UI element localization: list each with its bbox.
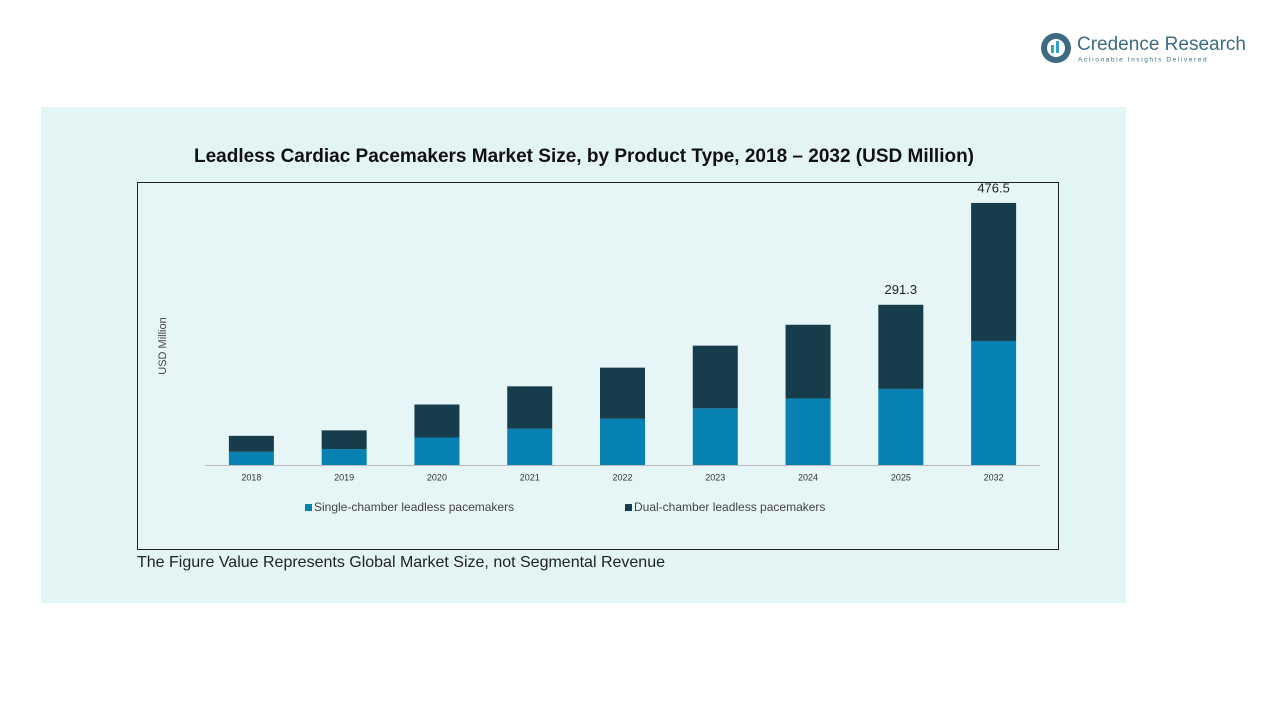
bar-segment (507, 386, 553, 429)
x-tick-label: 2019 (334, 472, 354, 482)
bar-segment (971, 340, 1017, 465)
bar-segment (321, 449, 367, 465)
chart-title: Leadless Cardiac Pacemakers Market Size,… (194, 146, 974, 167)
x-tick-label: 2021 (520, 472, 540, 482)
x-tick-label: 2023 (705, 472, 725, 482)
bar-segment (414, 404, 460, 438)
total-label: 291.3 (885, 282, 918, 297)
bar-segment (785, 324, 831, 399)
total-label: 476.5 (977, 180, 1010, 195)
bar-segment (507, 428, 553, 465)
x-tick-label: 2032 (984, 472, 1004, 482)
logo-bar (1056, 41, 1059, 53)
bar-segment (692, 408, 738, 465)
brand-name: Credence Research (1077, 34, 1246, 55)
logo-bar (1051, 45, 1054, 53)
legend-label: Dual-chamber leadless pacemakers (634, 500, 825, 514)
footnote: The Figure Value Represents Global Marke… (137, 554, 665, 571)
bar-segment (878, 388, 924, 465)
bar-segment (321, 430, 367, 450)
bar-segment (228, 451, 274, 465)
x-tick-label: 2022 (612, 472, 632, 482)
bar-segment (878, 304, 924, 389)
x-tick-label: 2018 (241, 472, 261, 482)
bar-segment (692, 345, 738, 409)
bar-segment (600, 367, 645, 419)
brand-tagline: Actionable Insights Delivered (1078, 57, 1208, 64)
legend-swatch (625, 504, 632, 511)
bar-segment (228, 435, 274, 452)
plot: 2018 2019 2020 2021 2022 2023 2024 2025 291.3 203… (228, 180, 1017, 514)
x-tick-label: 2024 (798, 472, 818, 482)
logo (1041, 33, 1071, 63)
y-axis-label: USD Million (157, 317, 169, 374)
legend-swatch (305, 504, 312, 511)
bar-segment (971, 202, 1017, 341)
bar-segment (785, 398, 831, 465)
x-tick-label: 2020 (427, 472, 447, 482)
x-tick-label: 2025 (891, 472, 911, 482)
legend-label: Single-chamber leadless pacemakers (314, 500, 514, 514)
bar-segment (600, 418, 645, 465)
bar-segment (414, 437, 460, 465)
